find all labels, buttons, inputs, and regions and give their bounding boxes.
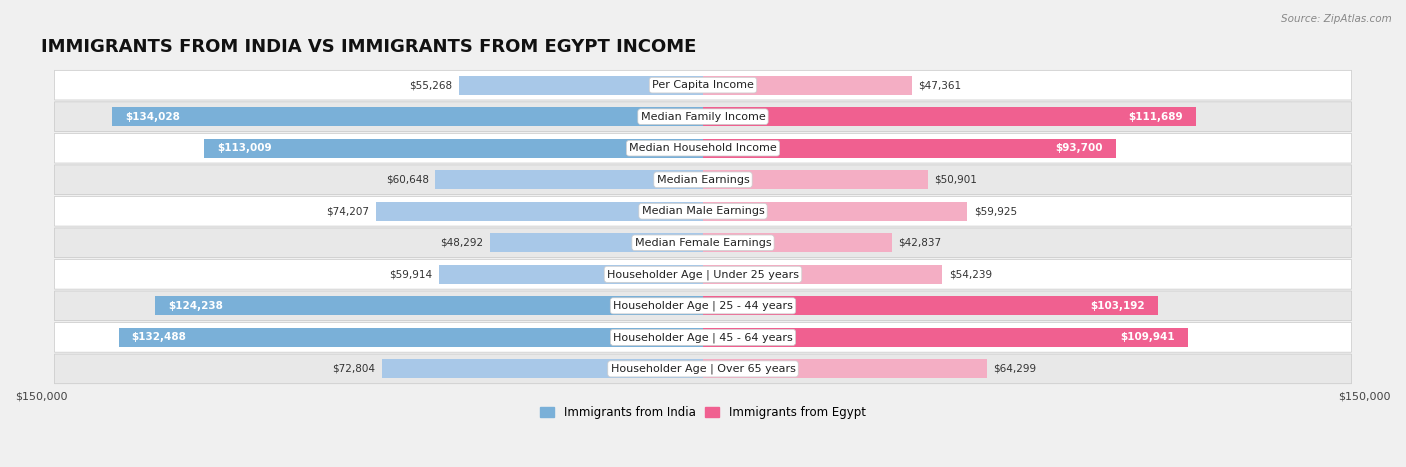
Text: $59,925: $59,925	[974, 206, 1017, 216]
FancyBboxPatch shape	[55, 228, 1351, 258]
Bar	[111, 107, 703, 126]
Bar	[703, 297, 1159, 315]
Text: $47,361: $47,361	[918, 80, 962, 90]
Bar	[382, 360, 703, 378]
Bar	[439, 265, 703, 284]
Text: $50,901: $50,901	[934, 175, 977, 185]
Text: $55,268: $55,268	[409, 80, 453, 90]
Text: Householder Age | Over 65 years: Householder Age | Over 65 years	[610, 364, 796, 374]
Text: Median Female Earnings: Median Female Earnings	[634, 238, 772, 248]
Bar	[703, 139, 1116, 158]
Bar	[436, 170, 703, 189]
FancyBboxPatch shape	[55, 134, 1351, 163]
FancyBboxPatch shape	[55, 354, 1351, 384]
Text: Median Household Income: Median Household Income	[628, 143, 778, 153]
Text: $42,837: $42,837	[898, 238, 942, 248]
Text: $103,192: $103,192	[1091, 301, 1144, 311]
FancyBboxPatch shape	[55, 165, 1351, 195]
FancyBboxPatch shape	[55, 323, 1351, 352]
FancyBboxPatch shape	[55, 197, 1351, 226]
Text: $48,292: $48,292	[440, 238, 484, 248]
Bar	[703, 265, 942, 284]
FancyBboxPatch shape	[55, 102, 1351, 132]
Bar	[460, 76, 703, 95]
Text: Householder Age | 45 - 64 years: Householder Age | 45 - 64 years	[613, 332, 793, 343]
Bar	[703, 170, 928, 189]
Text: $54,239: $54,239	[949, 269, 993, 279]
Text: $74,207: $74,207	[326, 206, 368, 216]
Bar	[118, 328, 703, 347]
Text: Source: ZipAtlas.com: Source: ZipAtlas.com	[1281, 14, 1392, 24]
Bar	[703, 360, 987, 378]
Text: $60,648: $60,648	[385, 175, 429, 185]
Text: $72,804: $72,804	[332, 364, 375, 374]
Bar	[204, 139, 703, 158]
Bar	[703, 202, 967, 221]
Text: Householder Age | 25 - 44 years: Householder Age | 25 - 44 years	[613, 301, 793, 311]
Text: $124,238: $124,238	[169, 301, 224, 311]
Text: $132,488: $132,488	[132, 333, 187, 342]
Bar	[703, 107, 1195, 126]
FancyBboxPatch shape	[55, 71, 1351, 100]
Bar	[155, 297, 703, 315]
Bar	[489, 234, 703, 252]
FancyBboxPatch shape	[55, 260, 1351, 289]
Legend: Immigrants from India, Immigrants from Egypt: Immigrants from India, Immigrants from E…	[536, 401, 870, 424]
Text: Median Male Earnings: Median Male Earnings	[641, 206, 765, 216]
Text: $134,028: $134,028	[125, 112, 180, 122]
Text: IMMIGRANTS FROM INDIA VS IMMIGRANTS FROM EGYPT INCOME: IMMIGRANTS FROM INDIA VS IMMIGRANTS FROM…	[41, 38, 696, 57]
Bar	[703, 328, 1188, 347]
Text: $64,299: $64,299	[993, 364, 1036, 374]
Text: $111,689: $111,689	[1128, 112, 1182, 122]
Text: $109,941: $109,941	[1121, 333, 1175, 342]
Bar	[375, 202, 703, 221]
FancyBboxPatch shape	[55, 291, 1351, 321]
Bar	[703, 234, 891, 252]
Text: $113,009: $113,009	[218, 143, 273, 153]
Text: Median Family Income: Median Family Income	[641, 112, 765, 122]
Text: $93,700: $93,700	[1056, 143, 1104, 153]
Text: Per Capita Income: Per Capita Income	[652, 80, 754, 90]
Text: $59,914: $59,914	[389, 269, 432, 279]
Bar	[703, 76, 912, 95]
Text: Median Earnings: Median Earnings	[657, 175, 749, 185]
Text: Householder Age | Under 25 years: Householder Age | Under 25 years	[607, 269, 799, 280]
